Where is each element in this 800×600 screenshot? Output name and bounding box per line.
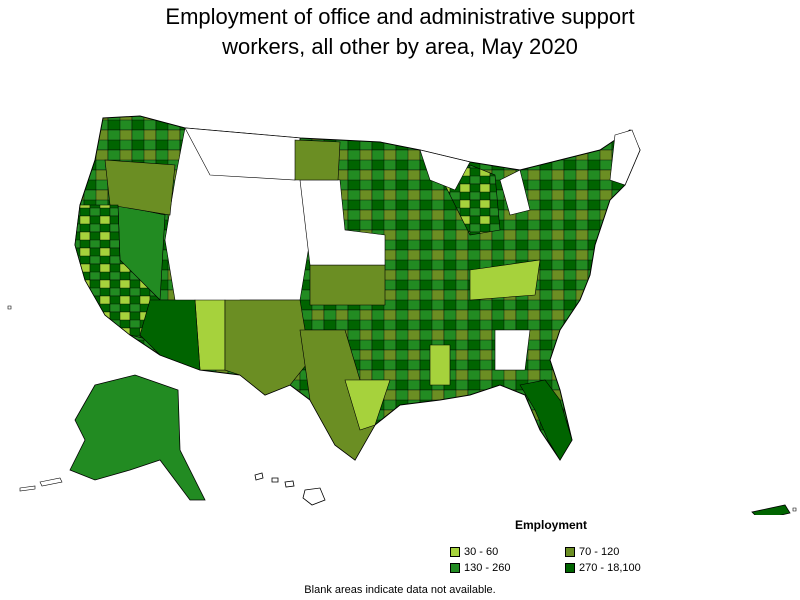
title-line-2: workers, all other by area, May 2020	[222, 34, 578, 59]
title-line-1: Employment of office and administrative …	[165, 4, 635, 29]
region-texas	[299, 329, 376, 461]
legend-item-70-120: 70 - 120	[565, 546, 619, 558]
region-plains-blank	[299, 179, 386, 266]
region-kentucky	[469, 259, 541, 301]
region-puerto-rico	[751, 504, 791, 515]
region-california	[74, 204, 161, 341]
legend-swatch	[565, 563, 575, 573]
legend-label: 70 - 120	[579, 546, 620, 558]
region-florida	[519, 379, 573, 461]
region-north-dakota	[294, 139, 341, 181]
region-mississippi-light	[429, 344, 451, 386]
region-new-mexico	[224, 299, 311, 396]
legend-swatch	[450, 547, 460, 557]
blank-areas-note: Blank areas indicate data not available.	[304, 584, 496, 596]
alaska-islands	[19, 477, 63, 492]
region-alaska	[69, 374, 206, 501]
legend-item-130-260: 130 - 260	[450, 562, 510, 574]
legend-item-30-60: 30 - 60	[450, 546, 498, 558]
legend-item-270-18100: 270 - 18,100	[565, 562, 641, 574]
legend-swatch	[450, 563, 460, 573]
region-oregon	[104, 159, 176, 216]
legend-title: Employment	[515, 518, 588, 532]
legend-label: 30 - 60	[464, 546, 499, 558]
region-georgia-blank	[494, 329, 531, 371]
islands-dots	[7, 305, 797, 512]
great-lakes	[419, 149, 531, 216]
region-texas-coast	[344, 379, 391, 431]
legend-label: 270 - 18,100	[579, 562, 641, 574]
map-title: Employment of office and administrative …	[0, 2, 800, 62]
region-arizona	[139, 299, 201, 371]
legend-label: 130 - 260	[464, 562, 511, 574]
region-maine	[609, 129, 641, 186]
us-employment-map	[7, 115, 797, 515]
region-kansas	[309, 264, 386, 306]
legend-swatch	[565, 547, 575, 557]
region-hawaii	[254, 472, 326, 506]
